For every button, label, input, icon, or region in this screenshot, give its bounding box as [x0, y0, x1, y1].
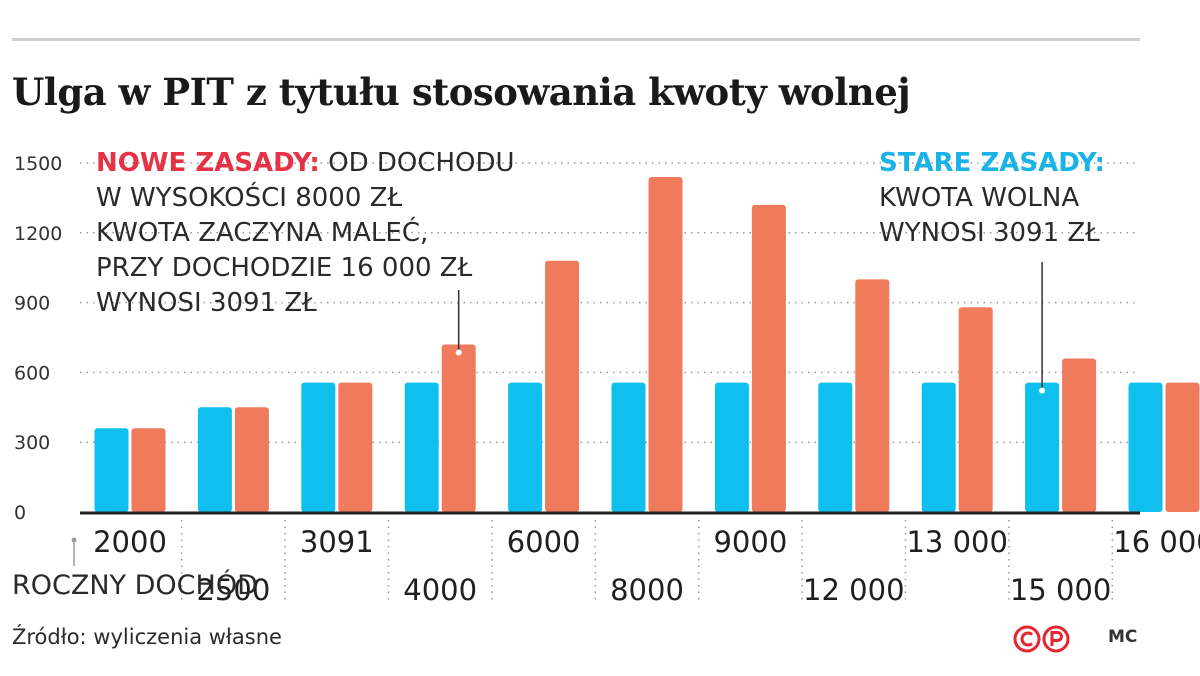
bar-old-5 — [611, 382, 646, 512]
bar-new-5 — [648, 176, 683, 512]
new-rules-pointer-dot — [455, 349, 462, 356]
old-rules-label: STARE ZASADY: — [879, 148, 1105, 178]
source-note: Źródło: wyliczenia własne — [12, 625, 282, 649]
x-tick-0: 2000 — [93, 525, 167, 559]
bar-old-7 — [818, 382, 853, 512]
bar-new-4 — [545, 260, 580, 512]
x-tick-5: 8000 — [610, 573, 684, 607]
bar-old-0 — [94, 428, 129, 512]
x-tick-4: 6000 — [507, 525, 581, 559]
y-tick-1500: 1500 — [14, 153, 62, 175]
x-tick-3: 4000 — [403, 573, 477, 607]
bar-new-7 — [855, 279, 890, 512]
bar-new-10 — [1165, 382, 1200, 512]
bar-new-1 — [234, 407, 269, 512]
y-tick-1200: 1200 — [14, 223, 62, 245]
author-credit: MC — [1108, 627, 1138, 647]
old-rules-line2: KWOTA WOLNA — [879, 183, 1080, 213]
publisher-logo-icon — [1013, 625, 1070, 653]
bar-old-9 — [1025, 382, 1060, 512]
bar-new-6 — [751, 204, 786, 512]
y-tick-labels: 0 300 600 900 1200 1500 — [14, 153, 62, 524]
bar-old-2 — [301, 382, 336, 512]
bar-old-8 — [921, 382, 956, 512]
x-axis-label: ROCZNY DOCHÓD — [12, 570, 258, 601]
x-tick-10: 16 000 — [1113, 525, 1200, 559]
new-rules-line5: WYNOSI 3091 ZŁ — [96, 288, 317, 318]
bar-new-9 — [1062, 358, 1097, 512]
bars — [94, 176, 1200, 512]
bar-old-1 — [197, 407, 232, 512]
axis-label-pointer-dot — [71, 537, 77, 543]
x-tick-6: 9000 — [713, 525, 787, 559]
top-rule — [12, 38, 1140, 41]
y-tick-600: 600 — [14, 362, 50, 384]
new-rules-annotation: NOWE ZASADY: OD DOCHODU W WYSOKOŚCI 8000… — [96, 146, 515, 321]
old-rules-pointer-dot — [1039, 387, 1046, 394]
y-tick-900: 900 — [14, 293, 50, 315]
x-tick-2: 3091 — [300, 525, 374, 559]
x-tick-7: 12 000 — [803, 573, 904, 607]
bar-new-3 — [441, 344, 476, 512]
new-rules-line1: OD DOCHODU — [319, 148, 515, 178]
new-rules-label: NOWE ZASADY: — [96, 148, 320, 178]
bar-old-4 — [508, 382, 543, 512]
new-rules-line2: W WYSOKOŚCI 8000 ZŁ — [96, 183, 403, 213]
bar-old-10 — [1128, 382, 1163, 512]
x-tick-9: 15 000 — [1010, 573, 1111, 607]
new-rules-line4: PRZY DOCHODZIE 16 000 ZŁ — [96, 253, 473, 283]
bar-new-8 — [958, 307, 993, 512]
x-tick-8: 13 000 — [906, 525, 1007, 559]
bar-new-0 — [131, 428, 166, 512]
old-rules-annotation: STARE ZASADY: KWOTA WOLNA WYNOSI 3091 ZŁ — [879, 146, 1105, 251]
y-tick-300: 300 — [14, 432, 50, 454]
bar-new-2 — [338, 382, 373, 512]
axes — [71, 511, 1140, 600]
new-rules-line3: KWOTA ZACZYNA MALEĆ, — [96, 218, 429, 248]
bar-old-3 — [404, 382, 439, 512]
old-rules-line3: WYNOSI 3091 ZŁ — [879, 218, 1100, 248]
annotation-pointers — [455, 262, 1046, 394]
y-tick-0: 0 — [14, 502, 26, 524]
bar-old-6 — [714, 382, 749, 512]
chart-title: Ulga w PIT z tytułu stosowania kwoty wol… — [12, 70, 911, 114]
x-tick-1: 2500 — [196, 573, 270, 607]
